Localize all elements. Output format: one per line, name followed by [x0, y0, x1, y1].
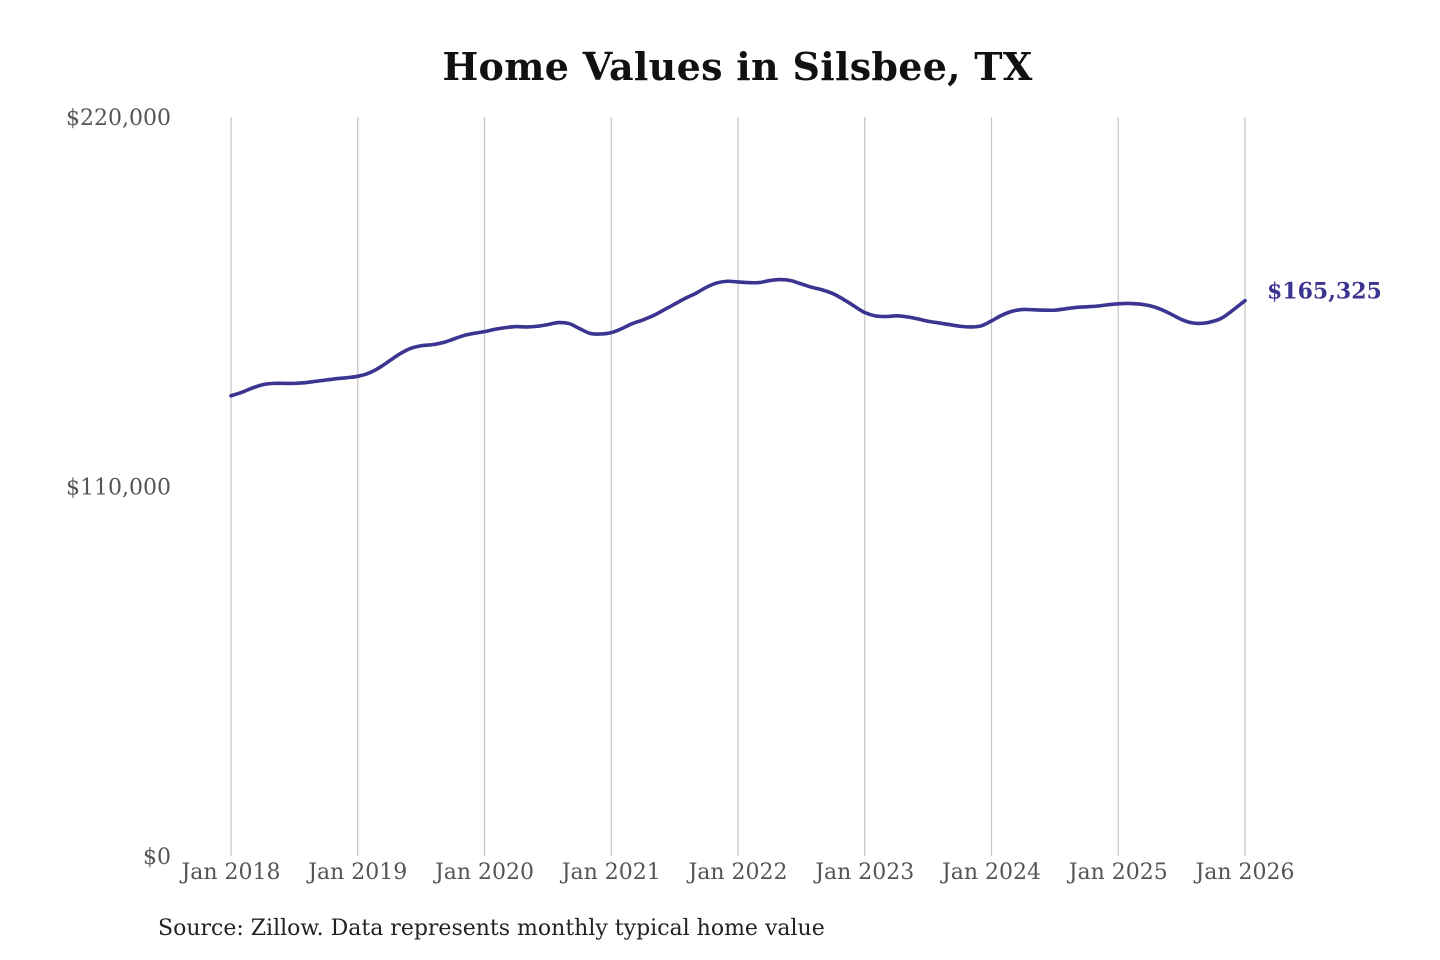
x-tick-label: Jan 2019 — [306, 860, 407, 885]
gridlines — [230, 117, 1246, 856]
y-tick-label: $0 — [143, 845, 171, 870]
series-layer — [229, 277, 1247, 398]
x-tick-label: Jan 2020 — [433, 860, 534, 885]
x-axis-ticks: Jan 2018 Jan 2019 Jan 2020 Jan 2021 Jan 2022… — [179, 860, 1294, 885]
y-axis-ticks: $0 $110,000 $220,000 — [66, 106, 171, 870]
x-tick-label: Jan 2022 — [686, 860, 787, 885]
x-tick-label: Jan 2024 — [940, 860, 1041, 885]
x-tick-label: Jan 2023 — [813, 860, 914, 885]
x-tick-label: Jan 2018 — [179, 860, 280, 885]
source-note: Source: Zillow. Data represents monthly … — [158, 916, 825, 941]
x-tick-label: Jan 2021 — [560, 860, 661, 885]
y-tick-label: $220,000 — [66, 106, 171, 131]
chart-title: Home Values in Silsbee, TX — [442, 44, 1033, 89]
y-tick-label: $110,000 — [66, 476, 171, 501]
end-value-label: $165,325 — [1267, 279, 1382, 305]
series-line-0 — [229, 277, 1247, 398]
x-tick-label: Jan 2026 — [1193, 860, 1294, 885]
x-tick-label: Jan 2025 — [1067, 860, 1168, 885]
